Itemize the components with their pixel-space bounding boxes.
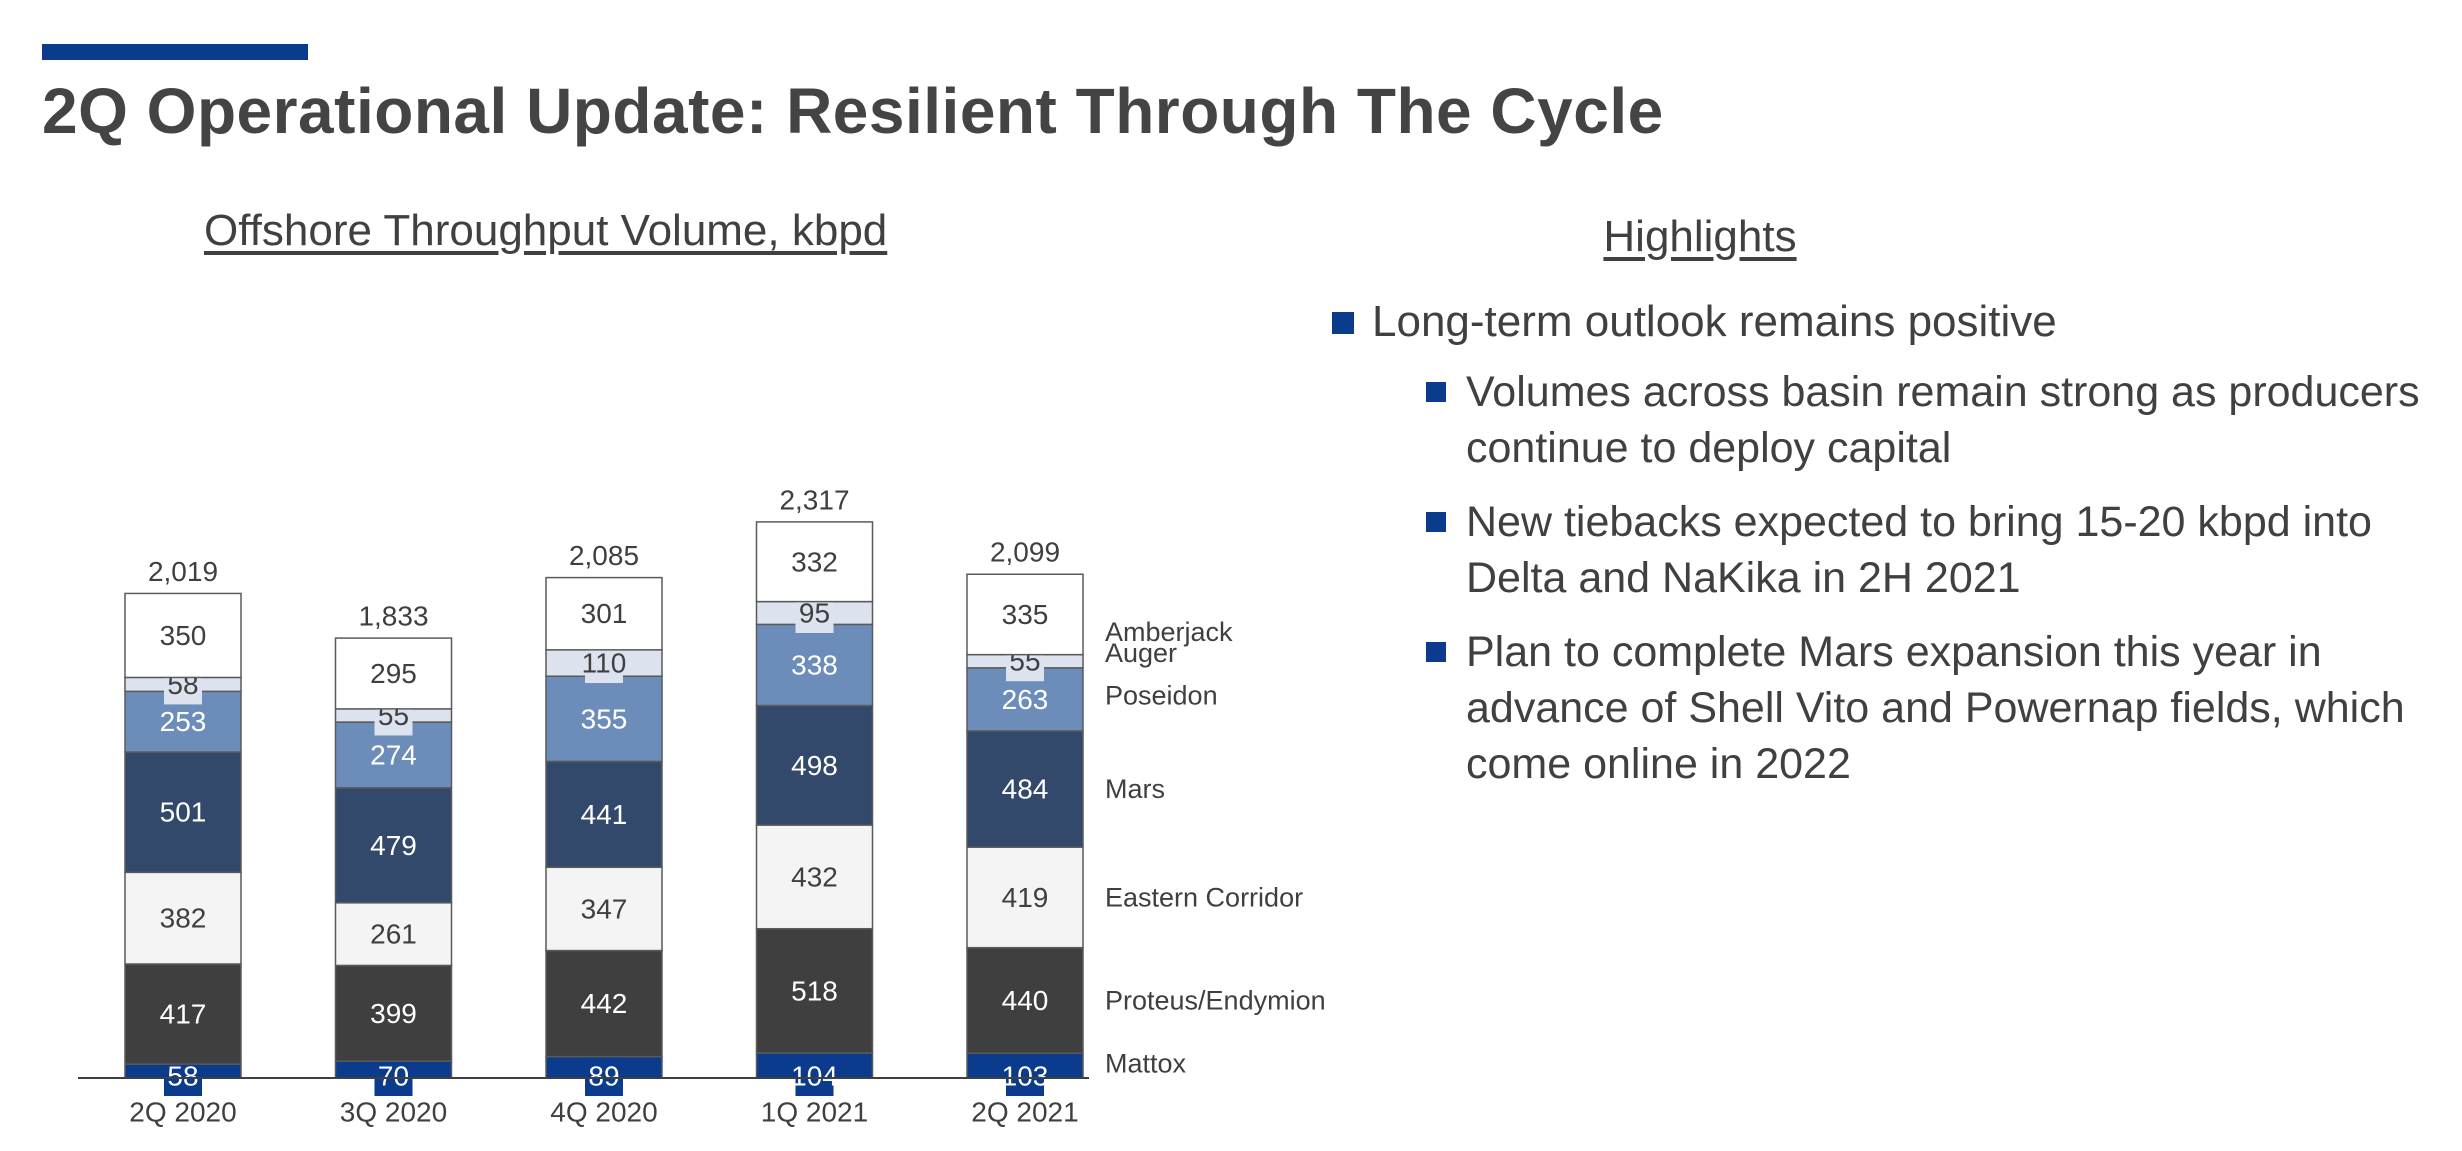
bar-segment-mars bbox=[966, 730, 1084, 848]
highlight-sub-text: New tiebacks expected to bring 15-20 kbp… bbox=[1466, 498, 2372, 602]
data-label: 295 bbox=[370, 658, 417, 689]
data-label: 332 bbox=[791, 546, 838, 577]
data-label-background bbox=[374, 1056, 413, 1096]
x-tick-label: 2Q 2020 bbox=[129, 1097, 236, 1128]
bar-segment-eastern-corridor bbox=[755, 824, 874, 930]
data-label: 479 bbox=[370, 830, 417, 861]
data-label: 89 bbox=[588, 1061, 619, 1092]
bar-segment-amberjack bbox=[124, 592, 242, 679]
data-label: 301 bbox=[581, 598, 628, 629]
bar-segment-eastern-corridor bbox=[124, 871, 242, 965]
bullet-square-icon bbox=[1426, 512, 1446, 532]
data-label-background bbox=[585, 1056, 623, 1096]
highlight-sub-bullet: Volumes across basin remain strong as pr… bbox=[1426, 364, 2432, 476]
highlight-main-bullet: Long-term outlook remains positive bbox=[1332, 294, 2432, 350]
legend-label: Mars bbox=[1105, 774, 1165, 804]
data-label: 419 bbox=[1002, 882, 1049, 913]
data-label: 261 bbox=[370, 919, 417, 950]
data-label: 441 bbox=[581, 799, 628, 830]
total-label: 1,833 bbox=[358, 601, 428, 632]
bar-segment-amberjack bbox=[545, 576, 663, 651]
highlights-title: Highlights bbox=[1603, 212, 1797, 261]
bar-segment-poseidon bbox=[545, 675, 663, 763]
highlight-main-text: Long-term outlook remains positive bbox=[1372, 297, 2057, 346]
data-label: 484 bbox=[1002, 774, 1049, 805]
data-label: 501 bbox=[160, 797, 207, 828]
data-label: 498 bbox=[791, 750, 838, 781]
bar-segment-eastern-corridor bbox=[334, 902, 453, 967]
data-label: 335 bbox=[1002, 599, 1049, 630]
total-label: 2,317 bbox=[779, 484, 849, 515]
chart-title: Offshore Throughput Volume, kbpd bbox=[204, 206, 888, 255]
highlight-sub-bullet: New tiebacks expected to bring 15-20 kbp… bbox=[1426, 494, 2432, 606]
bar-segment-mars bbox=[124, 751, 242, 874]
bar-segment-eastern-corridor bbox=[966, 846, 1084, 949]
data-label: 70 bbox=[378, 1061, 409, 1092]
bullet-square-icon bbox=[1426, 382, 1446, 402]
legend-label: Eastern Corridor bbox=[1105, 882, 1303, 912]
legend-label: Mattox bbox=[1105, 1049, 1187, 1079]
bullet-square-icon bbox=[1426, 642, 1446, 662]
data-label: 382 bbox=[160, 903, 207, 934]
title-accent-bar bbox=[42, 44, 308, 60]
legend-label: Poseidon bbox=[1105, 680, 1218, 710]
highlights-panel: Long-term outlook remains positive Volum… bbox=[1332, 294, 2432, 810]
data-label: 432 bbox=[791, 861, 838, 892]
x-tick-label: 3Q 2020 bbox=[340, 1097, 447, 1128]
bar-segment-mars bbox=[755, 704, 874, 826]
data-label-background bbox=[795, 1056, 834, 1096]
x-tick-label: 2Q 2021 bbox=[971, 1097, 1078, 1128]
total-label: 2,085 bbox=[569, 540, 639, 571]
data-label: 350 bbox=[160, 620, 207, 651]
data-label: 338 bbox=[791, 649, 838, 680]
page-title: 2Q Operational Update: Resilient Through… bbox=[42, 75, 1664, 147]
legend-label: Auger bbox=[1105, 638, 1177, 668]
data-label: 440 bbox=[1002, 985, 1049, 1016]
x-tick-label: 4Q 2020 bbox=[550, 1097, 657, 1128]
bar-segment-amberjack bbox=[334, 637, 453, 710]
bar-segment-proteus-endymion bbox=[545, 949, 663, 1058]
data-label: 274 bbox=[370, 739, 417, 770]
total-label: 2,019 bbox=[148, 556, 218, 587]
legend-label: Amberjack bbox=[1105, 617, 1233, 647]
data-label-background bbox=[1006, 1056, 1044, 1096]
bar-segment-amberjack bbox=[966, 573, 1084, 656]
data-label: 347 bbox=[581, 893, 628, 924]
highlight-sub-bullet: Plan to complete Mars expansion this yea… bbox=[1426, 624, 2432, 792]
total-label: 2,099 bbox=[990, 537, 1060, 568]
data-label: 355 bbox=[581, 703, 628, 734]
data-label: 253 bbox=[160, 706, 207, 737]
bar-segment-proteus-endymion bbox=[334, 964, 453, 1062]
data-label: 399 bbox=[370, 998, 417, 1029]
data-label: 442 bbox=[581, 988, 628, 1019]
data-label: 110 bbox=[582, 648, 627, 679]
x-tick-label: 1Q 2021 bbox=[761, 1097, 868, 1128]
bar-segment-proteus-endymion bbox=[124, 963, 242, 1065]
data-label: 518 bbox=[791, 975, 838, 1006]
highlight-sub-text: Plan to complete Mars expansion this yea… bbox=[1466, 628, 2405, 788]
data-label: 104 bbox=[791, 1061, 838, 1092]
data-label: 417 bbox=[160, 999, 207, 1030]
legend-label: Proteus/Endymion bbox=[1105, 985, 1326, 1015]
highlight-sub-text: Volumes across basin remain strong as pr… bbox=[1466, 368, 2420, 472]
data-label: 263 bbox=[1002, 684, 1049, 715]
data-label: 103 bbox=[1002, 1061, 1049, 1092]
data-label: 95 bbox=[799, 598, 830, 629]
bullet-square-icon bbox=[1332, 312, 1354, 334]
bar-segment-amberjack bbox=[755, 521, 874, 603]
data-label: 58 bbox=[167, 1061, 198, 1092]
highlight-sub-list: Volumes across basin remain strong as pr… bbox=[1332, 364, 2432, 792]
bar-segment-mars bbox=[334, 787, 453, 904]
